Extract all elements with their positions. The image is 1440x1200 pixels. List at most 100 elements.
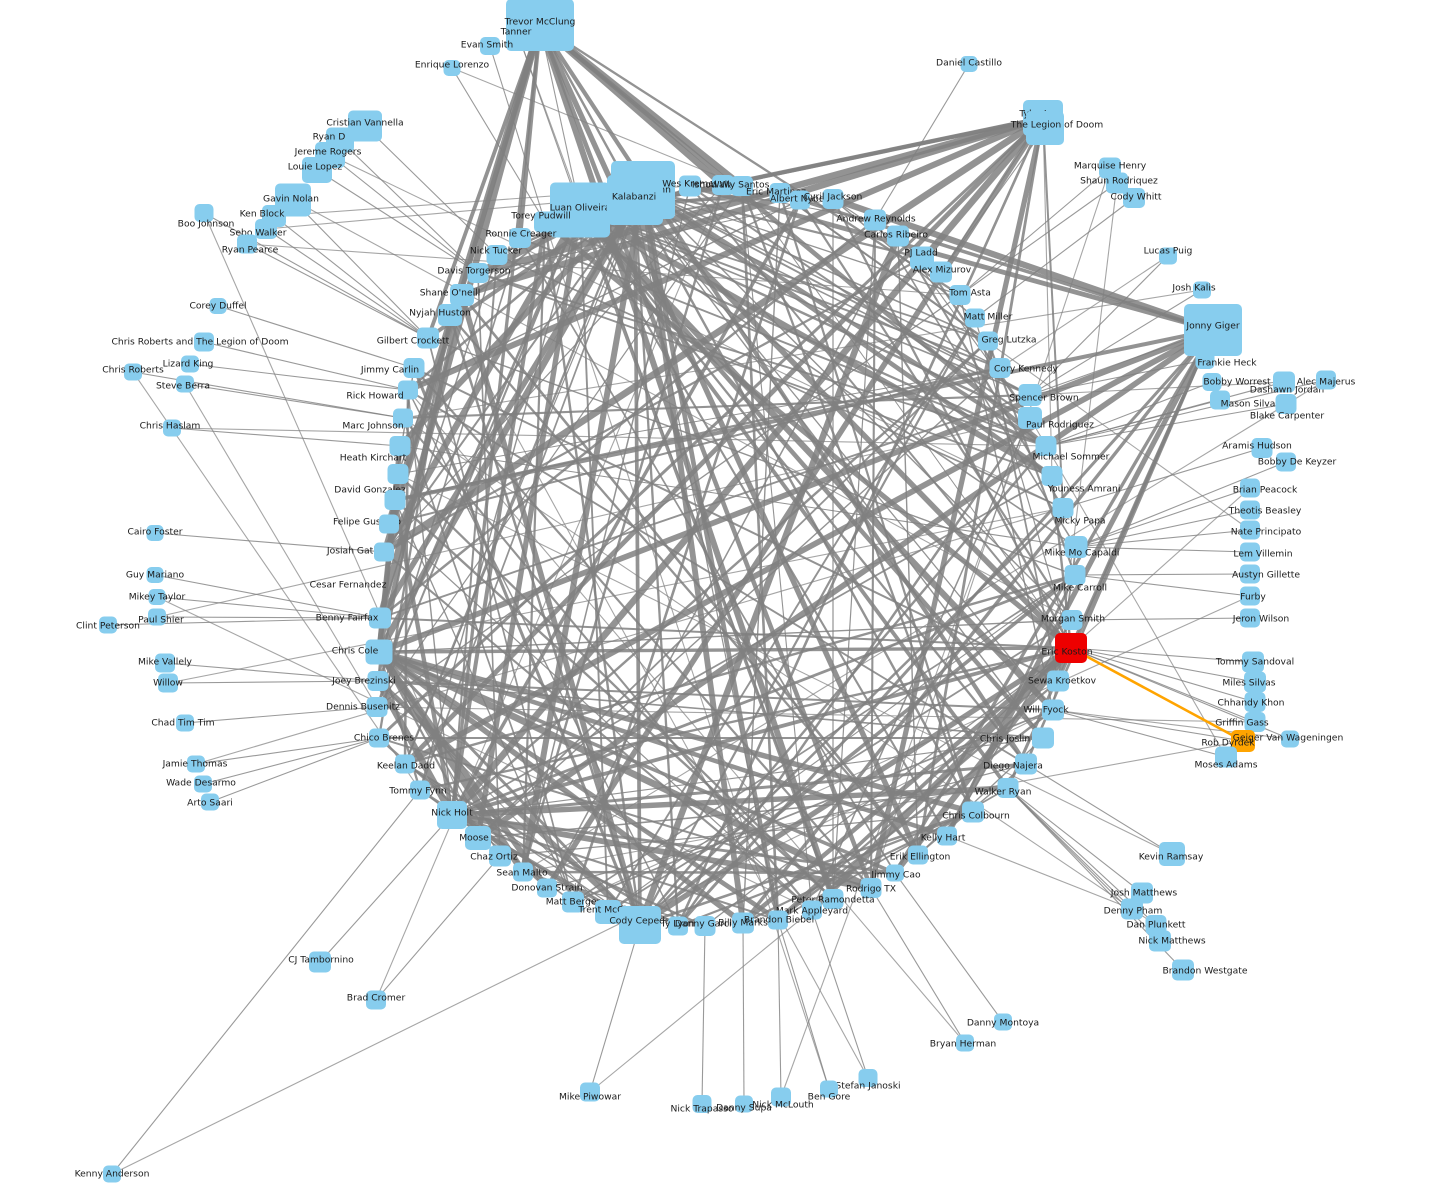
- graph-node[interactable]: [1121, 898, 1143, 920]
- graph-node[interactable]: [1276, 452, 1296, 472]
- graph-node[interactable]: [978, 331, 998, 351]
- graph-node[interactable]: [387, 464, 409, 484]
- graph-node[interactable]: [1273, 371, 1295, 393]
- graph-node[interactable]: [513, 862, 533, 882]
- graph-node[interactable]: [1052, 498, 1074, 518]
- graph-node[interactable]: [1106, 172, 1128, 194]
- graph-node[interactable]: [820, 1080, 838, 1098]
- graph-node[interactable]: [194, 775, 212, 793]
- graph-node[interactable]: [960, 56, 978, 72]
- graph-node[interactable]: [201, 793, 219, 811]
- graph-node[interactable]: [679, 175, 701, 197]
- graph-node[interactable]: [1231, 730, 1255, 752]
- graph-node[interactable]: [155, 653, 175, 673]
- graph-node[interactable]: [886, 864, 904, 882]
- graph-node[interactable]: [437, 801, 467, 829]
- graph-node[interactable]: [398, 380, 418, 400]
- graph-node[interactable]: [550, 182, 610, 238]
- graph-node[interactable]: [99, 616, 117, 634]
- graph-node[interactable]: [562, 891, 584, 913]
- graph-node[interactable]: [365, 639, 393, 665]
- graph-node[interactable]: [465, 826, 491, 850]
- graph-node[interactable]: [1042, 699, 1064, 721]
- graph-node[interactable]: [124, 363, 142, 381]
- graph-node[interactable]: [209, 298, 227, 314]
- graph-node[interactable]: [822, 889, 844, 909]
- graph-node[interactable]: [1244, 692, 1266, 712]
- graph-node[interactable]: [367, 671, 389, 691]
- graph-node[interactable]: [822, 189, 844, 209]
- graph-node[interactable]: [1244, 712, 1266, 732]
- graph-node[interactable]: [395, 754, 415, 774]
- graph-node[interactable]: [1018, 407, 1042, 429]
- graph-node[interactable]: [1316, 370, 1336, 390]
- graph-node[interactable]: [366, 697, 388, 717]
- graph-node[interactable]: [1240, 500, 1260, 520]
- graph-node[interactable]: [769, 183, 791, 203]
- graph-node[interactable]: [1035, 436, 1057, 456]
- graph-node[interactable]: [1240, 564, 1260, 584]
- graph-node[interactable]: [163, 419, 181, 437]
- graph-node[interactable]: [1240, 586, 1260, 606]
- graph-node[interactable]: [255, 219, 277, 239]
- graph-node[interactable]: [802, 900, 822, 920]
- graph-node[interactable]: [735, 1095, 753, 1113]
- graph-node[interactable]: [732, 912, 754, 934]
- graph-node[interactable]: [158, 673, 178, 693]
- graph-node[interactable]: [860, 878, 882, 898]
- graph-node[interactable]: [379, 514, 399, 534]
- graph-node[interactable]: [534, 211, 556, 233]
- graph-node[interactable]: [1240, 520, 1260, 540]
- graph-node[interactable]: [1275, 394, 1297, 414]
- graph-node[interactable]: [393, 408, 413, 428]
- graph-node[interactable]: [181, 355, 199, 373]
- graph-node[interactable]: [509, 228, 531, 248]
- graph-node[interactable]: [480, 37, 500, 55]
- graph-node[interactable]: [237, 234, 257, 254]
- graph-node[interactable]: [384, 490, 406, 510]
- graph-node[interactable]: [1240, 608, 1260, 628]
- graph-node[interactable]: [768, 910, 788, 930]
- graph-node[interactable]: [1159, 247, 1177, 265]
- graph-node[interactable]: [712, 175, 734, 195]
- graph-node[interactable]: [1055, 633, 1087, 663]
- graph-node[interactable]: [1184, 304, 1242, 356]
- graph-node[interactable]: [443, 60, 461, 76]
- graph-node[interactable]: [790, 190, 810, 210]
- graph-node[interactable]: [962, 801, 984, 823]
- graph-node[interactable]: [187, 755, 205, 773]
- graph-node[interactable]: [1064, 536, 1088, 558]
- graph-node[interactable]: [771, 1087, 791, 1107]
- graph-node[interactable]: [908, 845, 928, 865]
- graph-node[interactable]: [1131, 882, 1153, 904]
- graph-node[interactable]: [1193, 281, 1211, 299]
- graph-node[interactable]: [467, 263, 489, 283]
- graph-node[interactable]: [668, 916, 688, 936]
- graph-node[interactable]: [619, 906, 661, 944]
- graph-node[interactable]: [1240, 542, 1260, 562]
- graph-node[interactable]: [1281, 730, 1299, 748]
- graph-node[interactable]: [997, 778, 1019, 798]
- graph-node[interactable]: [1244, 671, 1266, 693]
- graph-node[interactable]: [194, 204, 214, 222]
- graph-node[interactable]: [417, 327, 439, 349]
- graph-node[interactable]: [595, 900, 621, 924]
- graph-node[interactable]: [366, 990, 386, 1010]
- graph-node[interactable]: [731, 176, 753, 196]
- graph-node[interactable]: [309, 951, 331, 973]
- graph-node[interactable]: [994, 1013, 1012, 1031]
- graph-node[interactable]: [176, 714, 194, 732]
- graph-node[interactable]: [1149, 930, 1171, 952]
- graph-node[interactable]: [1123, 188, 1145, 208]
- graph-node[interactable]: [910, 246, 934, 270]
- graph-node[interactable]: [1215, 746, 1237, 768]
- graph-node[interactable]: [537, 878, 557, 898]
- graph-node[interactable]: [1240, 478, 1260, 498]
- graph-node[interactable]: [887, 225, 909, 247]
- graph-node[interactable]: [989, 358, 1011, 378]
- graph-node[interactable]: [176, 375, 194, 393]
- graph-node[interactable]: [607, 175, 663, 225]
- graph-node[interactable]: [489, 845, 511, 867]
- graph-node[interactable]: [194, 332, 214, 352]
- graph-node[interactable]: [1047, 670, 1069, 692]
